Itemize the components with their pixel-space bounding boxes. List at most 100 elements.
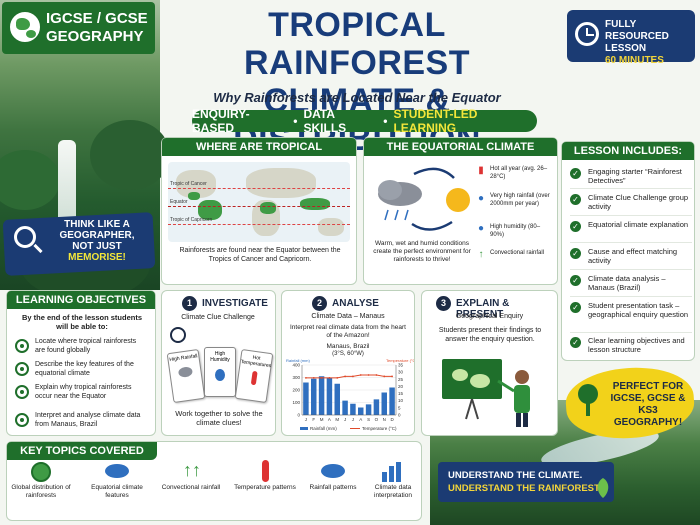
lesson-time: 60 MINUTES [605,55,664,66]
understand-line-highlight: UNDERSTAND THE RAINFOREST. [448,483,602,494]
rainfall-bar [389,387,395,415]
y-tick-label: 200 [292,388,300,393]
rainfall-bar [303,382,309,415]
strip-sep: • [383,114,388,128]
lesson-includes-card: LESSON INCLUDES: ✓ Engaging starter “Rai… [561,141,695,361]
rainfall-bar [350,403,356,415]
check-icon: ✓ [570,275,581,286]
legend-label: Rainfall (mm) [310,426,337,431]
check-icon: ✓ [570,194,581,205]
thermometer-icon: ▮ [478,165,484,176]
x-tick-label: M [335,417,339,422]
land-shape [246,168,316,198]
includes-item: Student presentation task – geographical… [588,301,689,319]
climate-graph: Rainfall (mm) Temperature (°C)01002003004… [286,358,414,431]
person-icon [514,385,530,413]
rainfall-bar [342,400,348,415]
tropic-capricorn-label: Tropic of Capricorn [170,217,213,223]
topic-label: Temperature patterns [234,484,296,491]
tropic-cancer-line [168,188,350,189]
temperature-point [344,375,346,378]
rain-cloud-icon [321,464,345,478]
includes-item: Clear learning objectives and lesson str… [588,336,685,354]
lesson-line1: FULLY RESOURCED [605,19,669,42]
clue-card: High Rainfall [166,349,206,403]
investigate-title: INVESTIGATE [202,298,268,309]
equator-label: Equator [170,199,188,205]
y2-tick-label: 35 [398,363,404,368]
perfect-line: IGCSE, GCSE & [610,393,686,404]
understand-line: UNDERSTAND THE CLIMATE. [448,470,583,481]
divider [570,332,692,333]
temperature-point [320,376,323,379]
check-icon: ✓ [570,221,581,232]
includes-item: Climate Clue Challenge group activity [588,193,689,211]
badge-line1: IGCSE / GCSE [46,10,148,27]
think-line: THINK LIKE A [64,219,130,230]
legend-swatch-rainfall [300,427,308,430]
bar-chart-icon [382,462,401,482]
y-axis-label: Rainfall (mm) [286,358,310,363]
equatorial-climate-card: THE EQUATORIAL CLIMATE Warm, wet and hum… [363,137,558,285]
objectives-intro: By the end of the lesson students will b… [21,313,142,331]
equatorial-item: Hot all year (avg. 26–28°C) [490,166,548,180]
check-icon: ✓ [570,302,581,313]
rainforest-central-america-shape [188,192,200,200]
y2-axis-label: Temperature (°C) [386,358,414,363]
strip-item3: STUDENT-LED LEARNING [393,107,478,135]
temperature-point [336,376,339,379]
understand-banner: UNDERSTAND THE CLIMATE. UNDERSTAND THE R… [438,462,614,502]
temperature-point [391,375,393,378]
globe-icon [8,10,42,44]
x-tick-label: N [383,417,386,422]
investigate-sub: Climate Clue Challenge [181,314,255,321]
x-tick-label: A [359,417,362,422]
target-icon [15,413,29,427]
climate-cycle-illustration [378,167,470,231]
topic-label: Climate data interpretation [374,484,412,499]
topic-label: Rainfall patterns [309,484,357,491]
y2-tick-label: 5 [398,405,401,410]
rainforest-congo-shape [260,202,276,214]
person-icon [523,413,528,427]
y2-tick-label: 15 [398,391,404,396]
includes-item: Engaging starter “Rainforest Detectives” [588,167,682,185]
temperature-point [328,376,331,379]
analyse-title: ANALYSE [332,298,379,309]
topic-label: Equatorial climate features [91,484,143,499]
x-tick-label: J [352,417,354,422]
clue-card-label: High Rainfall [169,353,198,364]
perfect-text: PERFECT FOR IGCSE, GCSE & KS3 GEOGRAPHY! [606,381,690,429]
objective-item: Explain why tropical rainforests occur n… [35,384,132,400]
y2-tick-label: 0 [398,413,401,418]
canopy-shape [0,150,60,210]
globe-icon [31,462,51,482]
map-icon [470,374,490,388]
raindrop-icon [215,369,225,381]
raindrop-icon: ● [477,193,485,204]
cloud-icon [378,180,402,200]
includes-heading: LESSON INCLUDES: [562,142,694,160]
key-topics-card: KEY TOPICS COVERED Global distribution o… [6,441,422,521]
x-tick-label: F [312,417,315,422]
analyse-sub: Climate Data – Manaus [311,313,385,320]
clue-card-label: Hot Temperatures [240,354,272,370]
temperature-point [383,375,386,378]
map-icon [452,369,468,381]
cycle-arrow-icon [413,167,455,179]
x-tick-label: D [390,417,394,422]
lesson-badge: FULLY RESOURCED LESSON 60 MINUTES [567,10,695,66]
x-tick-label: O [375,417,379,422]
temperature-point [367,374,370,376]
analyse-desc: Interpret real climate data from the hea… [290,324,406,339]
tree-icon [578,384,598,416]
divider [570,188,692,189]
analyse-card: 2 ANALYSE Climate Data – Manaus Interpre… [281,290,415,436]
strip-sep: • [293,114,298,128]
rainfall-bar [373,399,380,415]
world-map: Tropic of Cancer Equator Tropic of Capri… [168,162,350,242]
rainfall-bar [334,383,340,415]
explain-desc: Students present their findings to answe… [438,327,542,343]
target-icon [15,362,29,376]
